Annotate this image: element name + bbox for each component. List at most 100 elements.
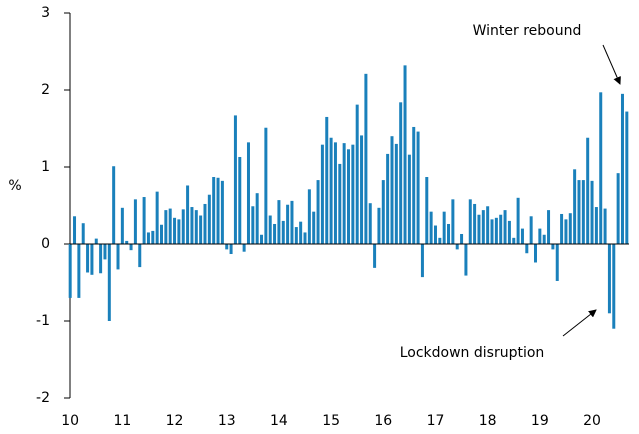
bar bbox=[486, 206, 490, 244]
bar bbox=[586, 137, 590, 244]
bar bbox=[325, 116, 329, 244]
bar bbox=[177, 219, 181, 244]
bar bbox=[577, 180, 581, 244]
bar bbox=[425, 177, 429, 244]
bar bbox=[373, 244, 377, 268]
bar bbox=[320, 144, 324, 244]
bar bbox=[112, 166, 116, 244]
bar bbox=[429, 211, 433, 244]
bar bbox=[255, 193, 259, 244]
bar bbox=[560, 213, 564, 244]
bar bbox=[503, 210, 507, 244]
bar bbox=[581, 180, 585, 244]
y-tick-label: -2 bbox=[36, 390, 50, 406]
y-tick-label: 2 bbox=[41, 82, 50, 98]
x-tick-label: 12 bbox=[166, 413, 184, 429]
bar bbox=[612, 244, 616, 329]
bar bbox=[333, 142, 337, 244]
bar bbox=[420, 244, 424, 278]
bar bbox=[416, 131, 420, 244]
x-tick-label: 17 bbox=[427, 413, 445, 429]
bar bbox=[260, 234, 264, 244]
bar bbox=[307, 189, 311, 244]
bar bbox=[551, 244, 555, 250]
y-tick-label: 3 bbox=[41, 5, 50, 21]
bar bbox=[238, 156, 242, 244]
bar bbox=[468, 199, 472, 244]
bar bbox=[329, 137, 333, 244]
bar bbox=[620, 93, 624, 244]
bar bbox=[168, 208, 172, 244]
annotation: Lockdown disruption bbox=[400, 345, 545, 361]
bar bbox=[86, 244, 90, 273]
bar bbox=[481, 210, 485, 244]
x-tick-label: 19 bbox=[531, 413, 549, 429]
bar bbox=[73, 216, 77, 244]
bar bbox=[203, 203, 207, 244]
bar bbox=[607, 244, 611, 314]
bar bbox=[142, 197, 146, 244]
bar bbox=[246, 142, 250, 244]
bar bbox=[186, 185, 190, 244]
bar bbox=[133, 199, 137, 244]
x-tick-label: 14 bbox=[270, 413, 288, 429]
bar bbox=[473, 203, 477, 244]
x-tick-label: 16 bbox=[374, 413, 392, 429]
bar bbox=[507, 220, 511, 244]
bar bbox=[403, 65, 407, 244]
bar bbox=[99, 244, 103, 274]
bar bbox=[220, 180, 224, 244]
bar bbox=[529, 216, 533, 244]
bar bbox=[229, 244, 233, 255]
bar bbox=[281, 220, 285, 244]
bar bbox=[512, 237, 516, 244]
bar bbox=[603, 208, 607, 244]
bar bbox=[199, 215, 203, 244]
bar bbox=[390, 136, 394, 244]
y-tick-label: -1 bbox=[36, 313, 50, 329]
x-tick-label: 10 bbox=[61, 413, 79, 429]
bar bbox=[129, 244, 133, 251]
bar bbox=[120, 207, 124, 244]
bar bbox=[251, 206, 255, 244]
bar bbox=[125, 240, 129, 244]
bar bbox=[225, 244, 229, 250]
bar bbox=[460, 233, 464, 244]
bar bbox=[268, 215, 272, 244]
bar bbox=[525, 244, 529, 254]
bar bbox=[438, 237, 442, 244]
bar bbox=[155, 191, 159, 244]
bar bbox=[107, 244, 111, 321]
bar bbox=[442, 211, 446, 244]
bar bbox=[190, 207, 194, 244]
bar bbox=[273, 223, 277, 244]
bar bbox=[338, 163, 342, 244]
bar bbox=[616, 173, 620, 244]
bar bbox=[451, 199, 455, 244]
bar bbox=[216, 177, 220, 244]
bar bbox=[364, 73, 368, 244]
bar bbox=[590, 180, 594, 244]
y-tick-label: 0 bbox=[41, 236, 50, 252]
bar bbox=[412, 126, 416, 244]
x-tick-label: 11 bbox=[113, 413, 131, 429]
bar bbox=[146, 232, 150, 244]
bar bbox=[464, 244, 468, 276]
bar bbox=[407, 154, 411, 244]
bar bbox=[77, 244, 81, 298]
x-tick-label: 20 bbox=[583, 413, 601, 429]
x-tick-label: 18 bbox=[479, 413, 497, 429]
bar bbox=[360, 135, 364, 244]
bar bbox=[290, 200, 294, 244]
bar bbox=[286, 204, 290, 244]
bar bbox=[568, 213, 572, 244]
annotation-arrow bbox=[562, 309, 597, 337]
bar bbox=[399, 102, 403, 244]
bar bbox=[599, 92, 603, 244]
bar bbox=[386, 153, 390, 244]
bar bbox=[81, 223, 85, 244]
bar bbox=[347, 149, 350, 244]
bar bbox=[490, 219, 494, 244]
bar bbox=[342, 143, 346, 244]
